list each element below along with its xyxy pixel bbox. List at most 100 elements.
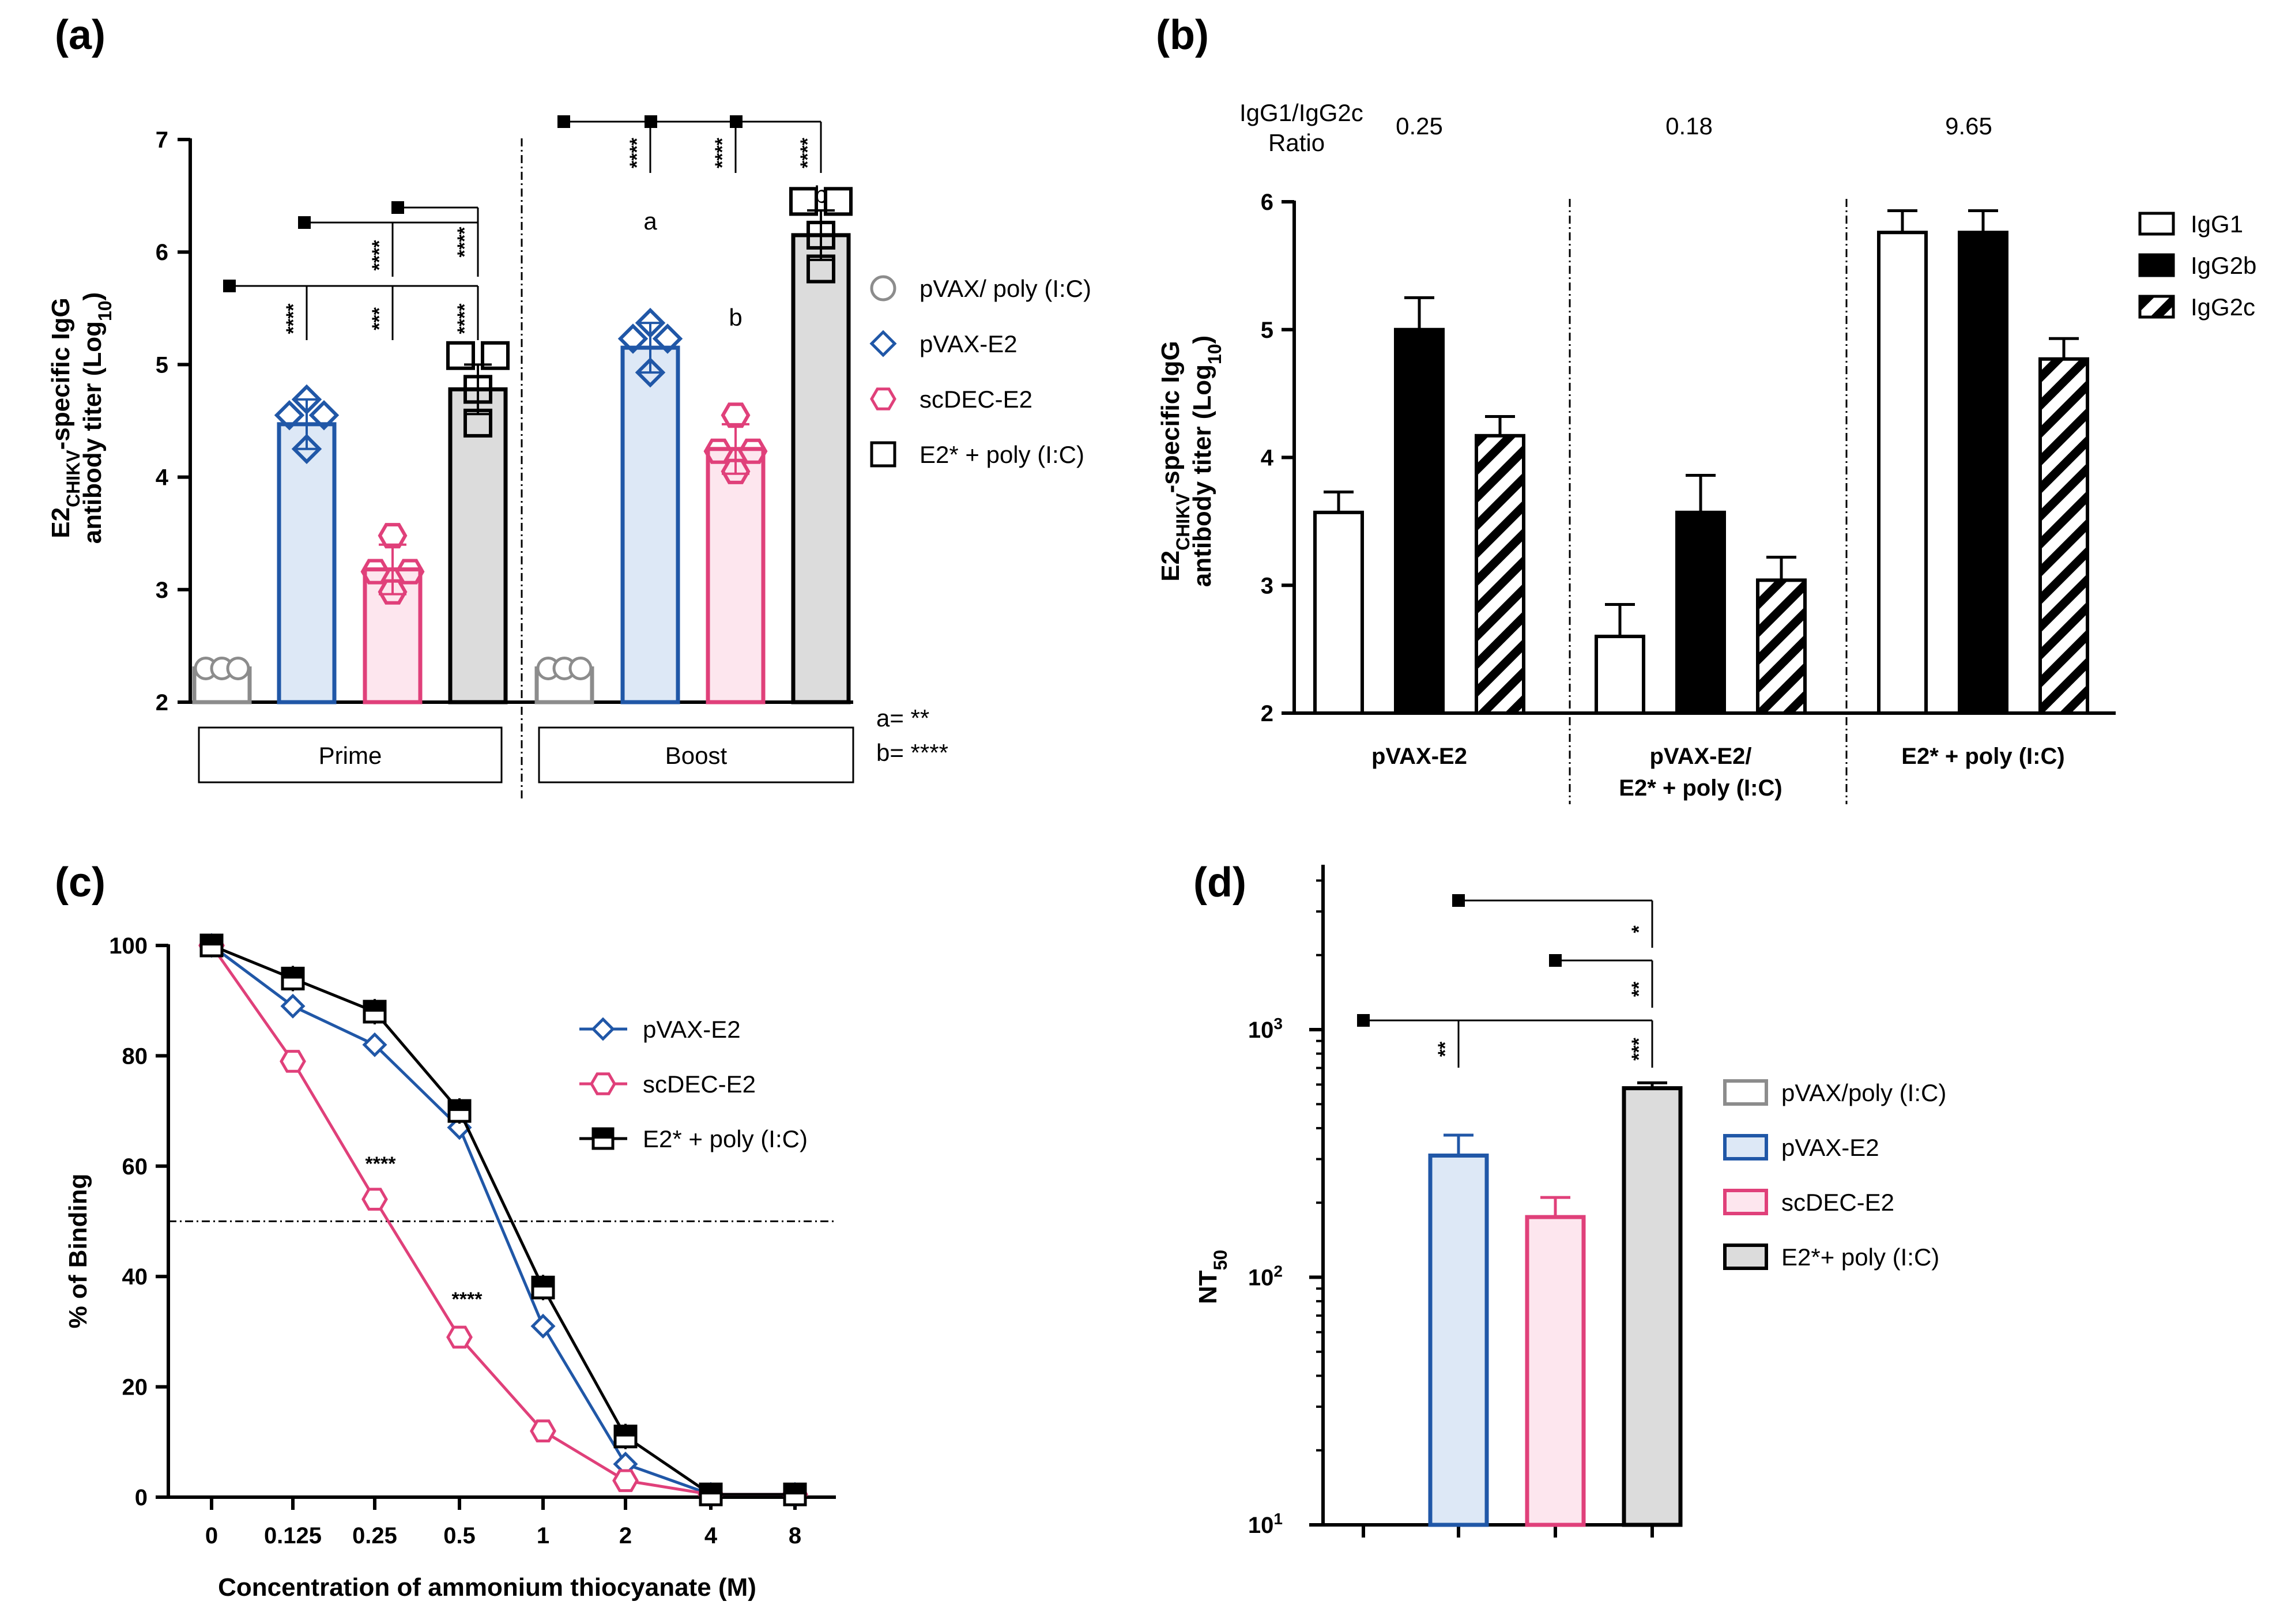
panel-b-legend: IgG1 IgG2b IgG2c [2138,210,2256,321]
panel-a-y-axis-label: E2CHIKV-specific IgG antibody titer (Log1… [47,292,115,544]
a-bar-hexagon [363,567,423,704]
b-legend-swatch [2138,253,2175,277]
a-point [807,220,835,250]
a-point [378,579,408,605]
c-y-tick-label: 60 [122,1154,148,1180]
b-bar-igg1 [1877,231,1928,715]
a-group-box [538,726,854,783]
c-point [612,1469,639,1493]
d-legend-label: pVAX-E2 [1781,1134,1879,1161]
c-y-tick-label: 0 [135,1485,148,1510]
a-point [807,254,835,284]
panel-a-bars [192,187,853,704]
a-y-tick-label: 2 [156,690,168,715]
a-point [703,438,733,464]
panel-d-significance: ***** *** [1357,894,1653,1068]
a-point [378,523,408,549]
b-bar-igg1 [1595,634,1645,715]
c-x-tick-label: 1 [537,1523,549,1548]
b-ratio-value: 0.18 [1665,112,1713,140]
d-legend-label: E2*+ poly (I:C) [1781,1244,1939,1271]
b-category-label-line2: E2* + poly (I:C) [1619,775,1782,801]
a-y-tick-label: 7 [156,127,168,153]
panel-c-x-label: Concentration of ammonium thiocyanate (M… [218,1573,756,1602]
a-legend-marker [870,387,896,410]
c-legend-marker [590,1072,616,1095]
c-point-fill [201,935,222,945]
d-y-tick-label: 103 [1248,1015,1283,1043]
panel-b: (b) IgG1/IgG2c Ratio E2CHIKV-specific Ig… [1156,12,2256,804]
a-letter: a [643,208,657,235]
b-bar-igg2c [1475,434,1525,715]
panel-a-legend: pVAX/ poly (I:C) pVAX-E2 scDEC-E2 E2* + pol… [869,275,1091,468]
b-bar-igg1 [1313,510,1364,715]
a-y-tick-label: 5 [156,352,168,378]
c-annotation: **** [365,1153,397,1175]
c-point [280,993,306,1019]
b-legend-swatch [2138,212,2175,236]
b-legend-label: IgG1 [2191,210,2243,238]
a-bracket-boost-stars: **** [797,137,819,168]
b-y-tick-label: 3 [1261,573,1273,598]
a-y-tick-label: 4 [156,465,169,491]
panel-b-label: (b) [1156,12,1209,58]
a-y-tick-label: 6 [156,240,168,265]
d-bar-scDEC-E2 [1525,1215,1586,1527]
footnote-a: a= ** [876,704,929,732]
b-bar-igg2c [1756,578,1807,715]
a-point [226,656,250,680]
a-point [824,187,853,216]
c-x-tick-label: 0.5 [443,1523,476,1548]
d-bracket3-stars: ** [1434,1041,1456,1057]
d-legend-swatch [1723,1079,1768,1106]
panel-d-legend: pVAX/poly (I:C) pVAX-E2 scDEC-E2 E2*+ poly … [1723,1079,1946,1271]
a-legend-marker [869,330,897,357]
c-legend-marker [591,1017,615,1041]
b-legend-swatch [2138,295,2175,319]
c-line-pVAX-E2 [210,944,795,1496]
panel-a-significance: abb**** *** ******** ******** **** **** [223,115,828,340]
d-bar-pVAX-E2 [1428,1153,1489,1527]
panel-b-y-axis-label: E2CHIKV-specific IgG antibody titer (Log1… [1156,336,1225,587]
panel-a-label: (a) [55,12,105,58]
ratio-label-line2: Ratio [1268,129,1325,156]
a-bracket-prime2-stars: **** [368,240,390,271]
a-point [568,656,593,680]
a-point [446,341,475,370]
ratio-label-line1: IgG1/IgG2c [1239,99,1363,126]
b-legend-label: IgG2b [2191,252,2256,279]
d-legend-swatch [1723,1244,1768,1270]
a-legend-label: pVAX/ poly (I:C) [919,275,1091,302]
a-bracket-prime1-stars: **** [454,303,476,334]
a-bar-hexagon [706,447,766,704]
c-legend-label: scDEC-E2 [643,1071,756,1098]
a-bar-diamond [277,422,337,704]
a-group-box [198,726,503,783]
a-legend-marker [870,441,896,468]
c-point-fill [785,1484,805,1495]
d-y-tick-label: 101 [1248,1510,1283,1539]
d-legend-swatch [1723,1189,1768,1215]
c-legend-label: pVAX-E2 [643,1016,741,1043]
c-y-tick-label: 40 [122,1264,148,1290]
a-point [481,341,510,370]
a-legend-label: E2* + poly (I:C) [919,441,1084,468]
a-point [721,458,751,484]
c-point-fill [615,1426,636,1437]
panel-d-bars [1428,1081,1683,1527]
c-y-tick-label: 100 [109,933,148,959]
panel-c-label: (c) [55,860,105,906]
b-category-label: pVAX-E2/ [1649,744,1751,769]
a-point [291,434,322,465]
c-x-tick-label: 8 [789,1523,801,1548]
b-legend-label: IgG2c [2191,293,2255,321]
c-point [362,1032,387,1057]
c-point [446,1325,473,1349]
b-y-tick-label: 6 [1261,190,1273,215]
c-point [280,1050,306,1073]
a-bracket-boost-anchor3 [730,115,743,128]
panel-a: (a) E2CHIKV-specific IgG antibody titer (… [47,12,1091,798]
c-x-tick-label: 2 [619,1523,632,1548]
b-category-label: pVAX-E2 [1371,744,1467,769]
a-legend-label: pVAX-E2 [919,330,1017,357]
